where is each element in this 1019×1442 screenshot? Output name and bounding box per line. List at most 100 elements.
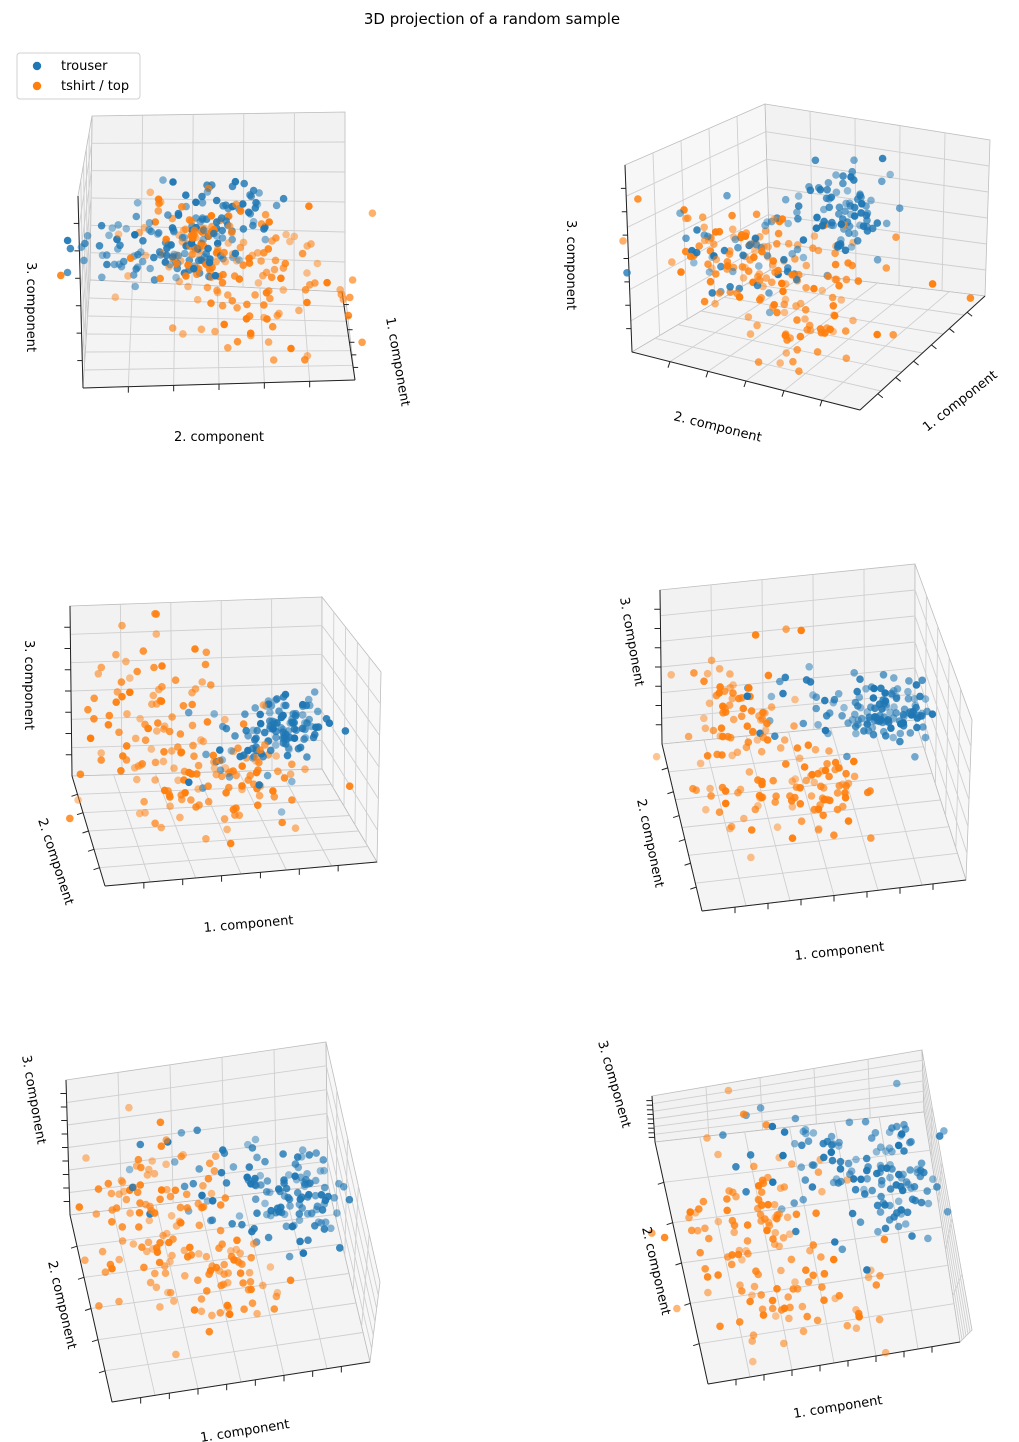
panel-6-marker-trouser [829, 1178, 838, 1187]
panel-6-marker-tshirt [785, 1230, 794, 1238]
panel-3-marker-tshirt [149, 691, 158, 700]
panel-4-marker-trouser [851, 698, 860, 707]
panel-1-marker-trouser [97, 221, 106, 230]
panel-4-marker-tshirt [734, 788, 742, 797]
panel-1-marker-tshirt [358, 338, 366, 347]
panel-6-marker-trouser [888, 1165, 896, 1173]
panel-4-marker-tshirt [790, 722, 798, 730]
panel-3-marker-tshirt [136, 714, 144, 723]
panel-2-marker-tshirt [746, 330, 755, 338]
panel-5-marker-trouser [208, 1216, 217, 1224]
panel-3-marker-tshirt [117, 678, 126, 686]
panel-6-marker-tshirt [771, 1229, 780, 1237]
panel-6-marker-tshirt [714, 1271, 722, 1279]
panel-3-marker-trouser [241, 710, 249, 718]
panel-1-marker-tshirt [260, 301, 268, 309]
panel-3-marker-tshirt [97, 749, 105, 757]
panel-2-marker-tshirt [814, 246, 823, 255]
panel-2-marker-trouser [708, 289, 717, 297]
panel-5-marker-tshirt [170, 1297, 178, 1305]
panel-2-marker-tshirt [708, 264, 716, 273]
panel-1-marker-tshirt [208, 222, 216, 231]
panel-3-marker-trouser [248, 744, 257, 753]
panel-6-marker-trouser [804, 1137, 813, 1145]
panel-3-marker-trouser [282, 740, 290, 748]
panel-1-x-axis [341, 291, 356, 381]
panel-3-marker-tshirt [134, 762, 143, 770]
panel-6-marker-tshirt [852, 1306, 860, 1314]
panel-5-marker-tshirt [115, 1190, 123, 1198]
panel-4-marker-trouser [892, 709, 900, 717]
panel-3-marker-tshirt [84, 705, 92, 714]
panel-2-marker-tshirt [681, 247, 690, 256]
panel-4-marker-trouser [913, 723, 921, 732]
panel-3-marker-trouser [277, 713, 286, 722]
panel-3-marker-tshirt [188, 700, 196, 709]
panel-6-marker-trouser [906, 1166, 914, 1174]
panel-3-marker-tshirt [232, 771, 240, 780]
panel-2-marker-trouser [799, 236, 808, 244]
panel-1-marker-tshirt [246, 331, 255, 340]
panel-6-marker-tshirt [754, 1182, 763, 1190]
panel-6-marker-trouser [837, 1177, 845, 1186]
panel-4-marker-tshirt [793, 744, 802, 752]
panel-5-marker-trouser [274, 1185, 283, 1193]
panel-4-marker-trouser [776, 677, 784, 686]
panel-6-marker-tshirt [820, 1269, 829, 1278]
panel-4-marker-tshirt [811, 745, 820, 754]
panel-6-x-axis [707, 1341, 961, 1385]
panel-2-marker-tshirt [695, 242, 703, 250]
panel-6-marker-tshirt [724, 1086, 733, 1095]
panel-6-marker-trouser [792, 1227, 800, 1236]
panel-1-marker-tshirt [272, 234, 280, 242]
panel-3-marker-tshirt [152, 630, 161, 638]
panel-5-marker-tshirt [195, 1221, 204, 1230]
panel-6-marker-trouser [876, 1208, 885, 1216]
panel-5-marker-trouser [248, 1227, 256, 1236]
panel-1-marker-tshirt [224, 291, 232, 299]
panel-1-marker-trouser [213, 239, 222, 248]
panel-2-marker-trouser [794, 192, 803, 200]
panel-3-marker-tshirt [140, 797, 148, 806]
panel-5-marker-tshirt [210, 1167, 219, 1175]
panel-3-marker-tshirt [139, 647, 148, 655]
panel-3-marker-trouser [251, 736, 259, 744]
panel-2-marker-trouser [811, 156, 820, 165]
panel-6-marker-tshirt [812, 1209, 820, 1217]
panel-5-marker-trouser [303, 1209, 312, 1218]
panel-4-marker-tshirt [727, 822, 736, 831]
panel-3-marker-tshirt [274, 767, 282, 776]
panel-3-marker-trouser [255, 781, 263, 789]
panel-1-marker-trouser [98, 273, 106, 282]
panel-3-marker-tshirt [133, 775, 141, 784]
panel-5-marker-trouser [296, 1237, 304, 1246]
panel-3-marker-trouser [260, 728, 269, 737]
panel-3-marker-tshirt [94, 670, 103, 678]
panel-3-marker-tshirt [159, 757, 168, 766]
panel-1-marker-trouser [212, 218, 221, 226]
panel-5-marker-trouser [285, 1195, 294, 1204]
panel-1-marker-trouser [138, 257, 147, 266]
panel-1-marker-tshirt [184, 261, 192, 269]
panel-1-marker-tshirt [162, 235, 170, 244]
panel-5-marker-trouser [180, 1182, 189, 1191]
panel-3-marker-tshirt [148, 700, 156, 708]
panel-4-marker-trouser [812, 693, 821, 701]
panel-5-marker-trouser [285, 1171, 293, 1179]
panel-5-marker-tshirt [216, 1201, 225, 1209]
panel-2-marker-trouser [873, 219, 882, 227]
panel-4-marker-tshirt [737, 712, 746, 721]
panel-2-marker-trouser [846, 202, 855, 210]
panel-2-marker-trouser [858, 200, 866, 208]
panel-3-marker-trouser [225, 773, 234, 781]
panel-3-marker-trouser [302, 701, 311, 710]
panel-5-marker-tshirt [227, 1247, 235, 1255]
panel-6-marker-tshirt [875, 1315, 884, 1324]
panel-2-marker-trouser [850, 212, 859, 220]
panel-6-marker-tshirt [804, 1278, 813, 1286]
panel-5-marker-trouser [285, 1252, 294, 1261]
panel-5-marker-trouser [345, 1195, 354, 1204]
panel-5-marker-tshirt [156, 1303, 164, 1311]
panel-5-marker-tshirt [208, 1311, 216, 1320]
panel-6-marker-tshirt [793, 1285, 802, 1293]
